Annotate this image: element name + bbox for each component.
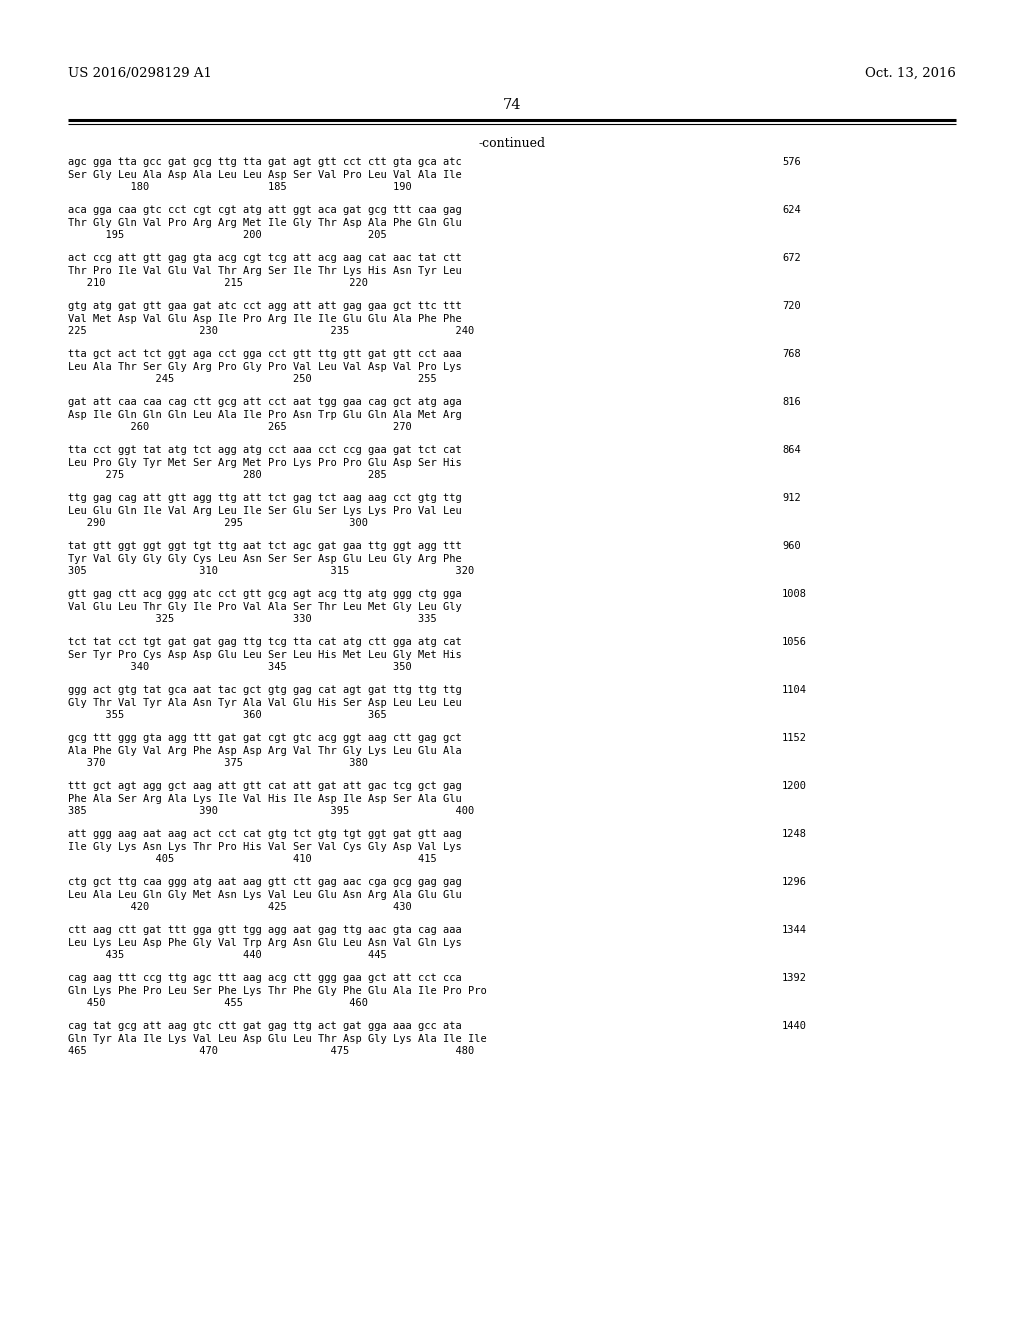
Text: Asp Ile Gln Gln Gln Leu Ala Ile Pro Asn Trp Glu Gln Ala Met Arg: Asp Ile Gln Gln Gln Leu Ala Ile Pro Asn … bbox=[68, 409, 462, 420]
Text: 340                   345                 350: 340 345 350 bbox=[68, 663, 412, 672]
Text: att ggg aag aat aag act cct cat gtg tct gtg tgt ggt gat gtt aag: att ggg aag aat aag act cct cat gtg tct … bbox=[68, 829, 462, 840]
Text: 768: 768 bbox=[782, 348, 801, 359]
Text: 74: 74 bbox=[503, 98, 521, 112]
Text: tct tat cct tgt gat gat gag ttg tcg tta cat atg ctt gga atg cat: tct tat cct tgt gat gat gag ttg tcg tta … bbox=[68, 638, 462, 647]
Text: -continued: -continued bbox=[478, 137, 546, 150]
Text: 180                   185                 190: 180 185 190 bbox=[68, 182, 412, 191]
Text: ctg gct ttg caa ggg atg aat aag gtt ctt gag aac cga gcg gag gag: ctg gct ttg caa ggg atg aat aag gtt ctt … bbox=[68, 876, 462, 887]
Text: gtg atg gat gtt gaa gat atc cct agg att att gag gaa gct ttc ttt: gtg atg gat gtt gaa gat atc cct agg att … bbox=[68, 301, 462, 312]
Text: 370                   375                 380: 370 375 380 bbox=[68, 758, 368, 768]
Text: 385                  390                  395                 400: 385 390 395 400 bbox=[68, 807, 474, 816]
Text: ctt aag ctt gat ttt gga gtt tgg agg aat gag ttg aac gta cag aaa: ctt aag ctt gat ttt gga gtt tgg agg aat … bbox=[68, 925, 462, 935]
Text: Ile Gly Lys Asn Lys Thr Pro His Val Ser Val Cys Gly Asp Val Lys: Ile Gly Lys Asn Lys Thr Pro His Val Ser … bbox=[68, 842, 462, 851]
Text: Phe Ala Ser Arg Ala Lys Ile Val His Ile Asp Ile Asp Ser Ala Glu: Phe Ala Ser Arg Ala Lys Ile Val His Ile … bbox=[68, 793, 462, 804]
Text: gat att caa caa cag ctt gcg att cct aat tgg gaa cag gct atg aga: gat att caa caa cag ctt gcg att cct aat … bbox=[68, 397, 462, 407]
Text: 720: 720 bbox=[782, 301, 801, 312]
Text: gcg ttt ggg gta agg ttt gat gat cgt gtc acg ggt aag ctt gag gct: gcg ttt ggg gta agg ttt gat gat cgt gtc … bbox=[68, 733, 462, 743]
Text: Val Met Asp Val Glu Asp Ile Pro Arg Ile Ile Glu Glu Ala Phe Phe: Val Met Asp Val Glu Asp Ile Pro Arg Ile … bbox=[68, 314, 462, 323]
Text: Leu Lys Leu Asp Phe Gly Val Trp Arg Asn Glu Leu Asn Val Gln Lys: Leu Lys Leu Asp Phe Gly Val Trp Arg Asn … bbox=[68, 937, 462, 948]
Text: 325                   330                 335: 325 330 335 bbox=[68, 614, 437, 624]
Text: 1152: 1152 bbox=[782, 733, 807, 743]
Text: Thr Pro Ile Val Glu Val Thr Arg Ser Ile Thr Lys His Asn Tyr Leu: Thr Pro Ile Val Glu Val Thr Arg Ser Ile … bbox=[68, 265, 462, 276]
Text: Leu Ala Leu Gln Gly Met Asn Lys Val Leu Glu Asn Arg Ala Glu Glu: Leu Ala Leu Gln Gly Met Asn Lys Val Leu … bbox=[68, 890, 462, 899]
Text: cag aag ttt ccg ttg agc ttt aag acg ctt ggg gaa gct att cct cca: cag aag ttt ccg ttg agc ttt aag acg ctt … bbox=[68, 973, 462, 983]
Text: Gln Tyr Ala Ile Lys Val Leu Asp Glu Leu Thr Asp Gly Lys Ala Ile Ile: Gln Tyr Ala Ile Lys Val Leu Asp Glu Leu … bbox=[68, 1034, 486, 1044]
Text: 912: 912 bbox=[782, 492, 801, 503]
Text: ttt gct agt agg gct aag att gtt cat att gat att gac tcg gct gag: ttt gct agt agg gct aag att gtt cat att … bbox=[68, 781, 462, 791]
Text: 450                   455                 460: 450 455 460 bbox=[68, 998, 368, 1008]
Text: 576: 576 bbox=[782, 157, 801, 168]
Text: 245                   250                 255: 245 250 255 bbox=[68, 374, 437, 384]
Text: 420                   425                 430: 420 425 430 bbox=[68, 902, 412, 912]
Text: 960: 960 bbox=[782, 541, 801, 550]
Text: Val Glu Leu Thr Gly Ile Pro Val Ala Ser Thr Leu Met Gly Leu Gly: Val Glu Leu Thr Gly Ile Pro Val Ala Ser … bbox=[68, 602, 462, 611]
Text: 355                   360                 365: 355 360 365 bbox=[68, 710, 387, 719]
Text: Gln Lys Phe Pro Leu Ser Phe Lys Thr Phe Gly Phe Glu Ala Ile Pro Pro: Gln Lys Phe Pro Leu Ser Phe Lys Thr Phe … bbox=[68, 986, 486, 995]
Text: agc gga tta gcc gat gcg ttg tta gat agt gtt cct ctt gta gca atc: agc gga tta gcc gat gcg ttg tta gat agt … bbox=[68, 157, 462, 168]
Text: 435                   440                 445: 435 440 445 bbox=[68, 950, 387, 960]
Text: Thr Gly Gln Val Pro Arg Arg Met Ile Gly Thr Asp Ala Phe Gln Glu: Thr Gly Gln Val Pro Arg Arg Met Ile Gly … bbox=[68, 218, 462, 227]
Text: 275                   280                 285: 275 280 285 bbox=[68, 470, 387, 480]
Text: 1248: 1248 bbox=[782, 829, 807, 840]
Text: 290                   295                 300: 290 295 300 bbox=[68, 517, 368, 528]
Text: 672: 672 bbox=[782, 253, 801, 263]
Text: Leu Glu Gln Ile Val Arg Leu Ile Ser Glu Ser Lys Lys Pro Val Leu: Leu Glu Gln Ile Val Arg Leu Ile Ser Glu … bbox=[68, 506, 462, 516]
Text: act ccg att gtt gag gta acg cgt tcg att acg aag cat aac tat ctt: act ccg att gtt gag gta acg cgt tcg att … bbox=[68, 253, 462, 263]
Text: 1104: 1104 bbox=[782, 685, 807, 696]
Text: 305                  310                  315                 320: 305 310 315 320 bbox=[68, 566, 474, 576]
Text: 260                   265                 270: 260 265 270 bbox=[68, 422, 412, 432]
Text: 864: 864 bbox=[782, 445, 801, 455]
Text: 1392: 1392 bbox=[782, 973, 807, 983]
Text: Oct. 13, 2016: Oct. 13, 2016 bbox=[865, 67, 956, 81]
Text: 1344: 1344 bbox=[782, 925, 807, 935]
Text: tta gct act tct ggt aga cct gga cct gtt ttg gtt gat gtt cct aaa: tta gct act tct ggt aga cct gga cct gtt … bbox=[68, 348, 462, 359]
Text: US 2016/0298129 A1: US 2016/0298129 A1 bbox=[68, 67, 212, 81]
Text: cag tat gcg att aag gtc ctt gat gag ttg act gat gga aaa gcc ata: cag tat gcg att aag gtc ctt gat gag ttg … bbox=[68, 1020, 462, 1031]
Text: Leu Pro Gly Tyr Met Ser Arg Met Pro Lys Pro Pro Glu Asp Ser His: Leu Pro Gly Tyr Met Ser Arg Met Pro Lys … bbox=[68, 458, 462, 467]
Text: 1056: 1056 bbox=[782, 638, 807, 647]
Text: 195                   200                 205: 195 200 205 bbox=[68, 230, 387, 240]
Text: 816: 816 bbox=[782, 397, 801, 407]
Text: 210                   215                 220: 210 215 220 bbox=[68, 279, 368, 288]
Text: aca gga caa gtc cct cgt cgt atg att ggt aca gat gcg ttt caa gag: aca gga caa gtc cct cgt cgt atg att ggt … bbox=[68, 205, 462, 215]
Text: gtt gag ctt acg ggg atc cct gtt gcg agt acg ttg atg ggg ctg gga: gtt gag ctt acg ggg atc cct gtt gcg agt … bbox=[68, 589, 462, 599]
Text: Gly Thr Val Tyr Ala Asn Tyr Ala Val Glu His Ser Asp Leu Leu Leu: Gly Thr Val Tyr Ala Asn Tyr Ala Val Glu … bbox=[68, 697, 462, 708]
Text: ttg gag cag att gtt agg ttg att tct gag tct aag aag cct gtg ttg: ttg gag cag att gtt agg ttg att tct gag … bbox=[68, 492, 462, 503]
Text: 624: 624 bbox=[782, 205, 801, 215]
Text: tta cct ggt tat atg tct agg atg cct aaa cct ccg gaa gat tct cat: tta cct ggt tat atg tct agg atg cct aaa … bbox=[68, 445, 462, 455]
Text: ggg act gtg tat gca aat tac gct gtg gag cat agt gat ttg ttg ttg: ggg act gtg tat gca aat tac gct gtg gag … bbox=[68, 685, 462, 696]
Text: 405                   410                 415: 405 410 415 bbox=[68, 854, 437, 865]
Text: Ala Phe Gly Val Arg Phe Asp Asp Arg Val Thr Gly Lys Leu Glu Ala: Ala Phe Gly Val Arg Phe Asp Asp Arg Val … bbox=[68, 746, 462, 755]
Text: Leu Ala Thr Ser Gly Arg Pro Gly Pro Val Leu Val Asp Val Pro Lys: Leu Ala Thr Ser Gly Arg Pro Gly Pro Val … bbox=[68, 362, 462, 371]
Text: 1440: 1440 bbox=[782, 1020, 807, 1031]
Text: 1200: 1200 bbox=[782, 781, 807, 791]
Text: Ser Gly Leu Ala Asp Ala Leu Leu Asp Ser Val Pro Leu Val Ala Ile: Ser Gly Leu Ala Asp Ala Leu Leu Asp Ser … bbox=[68, 169, 462, 180]
Text: Ser Tyr Pro Cys Asp Asp Glu Leu Ser Leu His Met Leu Gly Met His: Ser Tyr Pro Cys Asp Asp Glu Leu Ser Leu … bbox=[68, 649, 462, 660]
Text: 465                  470                  475                 480: 465 470 475 480 bbox=[68, 1045, 474, 1056]
Text: tat gtt ggt ggt ggt tgt ttg aat tct agc gat gaa ttg ggt agg ttt: tat gtt ggt ggt ggt tgt ttg aat tct agc … bbox=[68, 541, 462, 550]
Text: Tyr Val Gly Gly Gly Cys Leu Asn Ser Ser Asp Glu Leu Gly Arg Phe: Tyr Val Gly Gly Gly Cys Leu Asn Ser Ser … bbox=[68, 553, 462, 564]
Text: 1008: 1008 bbox=[782, 589, 807, 599]
Text: 1296: 1296 bbox=[782, 876, 807, 887]
Text: 225                  230                  235                 240: 225 230 235 240 bbox=[68, 326, 474, 337]
